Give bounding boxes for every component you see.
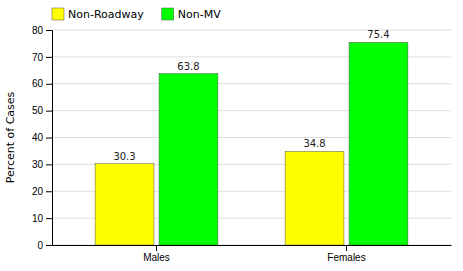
data-label: 75.4 [367,29,389,40]
chart: 30.3 34.8 63.8 75.4 0 10 20 30 40 50 60 70 80 Males Fe… [0,0,463,271]
tick-label: 60 [32,78,44,89]
bar [159,74,218,245]
x-axis: Males Females [53,245,452,263]
tick: Males [143,245,170,263]
bars [95,42,408,245]
legend-label: Non-Roadway [68,8,144,21]
tick-label: 20 [32,186,44,197]
tick: 80 [32,25,52,36]
y-axis-title: Percent of Cases [4,91,17,183]
tick-mark [46,111,52,112]
tick-mark [46,57,52,58]
tick: 40 [32,132,52,143]
grid-line [52,30,451,31]
tick: 70 [32,52,52,63]
legend-item: Non-MV [162,8,221,21]
tick: 60 [32,78,52,89]
tick-label: 80 [32,25,44,36]
tick-mark [156,245,157,251]
bar [285,151,344,245]
tick-mark [46,218,52,219]
data-label: 30.3 [113,151,135,162]
tick: 30 [32,159,52,170]
tick: 20 [32,186,52,197]
bar [95,164,154,245]
y-axis: 0 10 20 30 40 50 60 70 80 [32,25,53,251]
tick-label: 10 [32,213,44,224]
tick: Females [327,245,365,263]
tick-label: Males [143,252,170,263]
legend: Non-Roadway Non-MV [52,8,221,21]
tick: 10 [32,213,52,224]
tick-mark [46,84,52,85]
legend-swatch [52,8,64,20]
axis-domain [46,31,53,246]
tick-mark [46,191,52,192]
legend-label: Non-MV [178,8,221,21]
tick-mark [46,30,52,31]
tick-label: 70 [32,52,44,63]
legend-swatch [162,8,174,20]
tick-mark [46,138,52,139]
data-label: 34.8 [303,138,325,149]
data-labels: 30.3 34.8 63.8 75.4 [113,29,389,161]
plot: 30.3 34.8 63.8 75.4 0 10 20 30 40 50 60 70 80 Males Fe… [32,25,452,263]
bar [349,42,408,245]
axis-domain [53,245,452,246]
data-label: 63.8 [177,61,199,72]
tick: 0 [37,240,52,251]
tick-label: 30 [32,159,44,170]
tick-label: Females [327,252,365,263]
tick-label: 0 [37,240,43,251]
tick-mark [346,245,347,251]
tick-label: 50 [32,105,44,116]
legend-item: Non-Roadway [52,8,144,21]
tick-mark [46,164,52,165]
tick: 50 [32,105,52,116]
grid [52,30,451,245]
tick-label: 40 [32,132,44,143]
tick-mark [46,245,52,246]
